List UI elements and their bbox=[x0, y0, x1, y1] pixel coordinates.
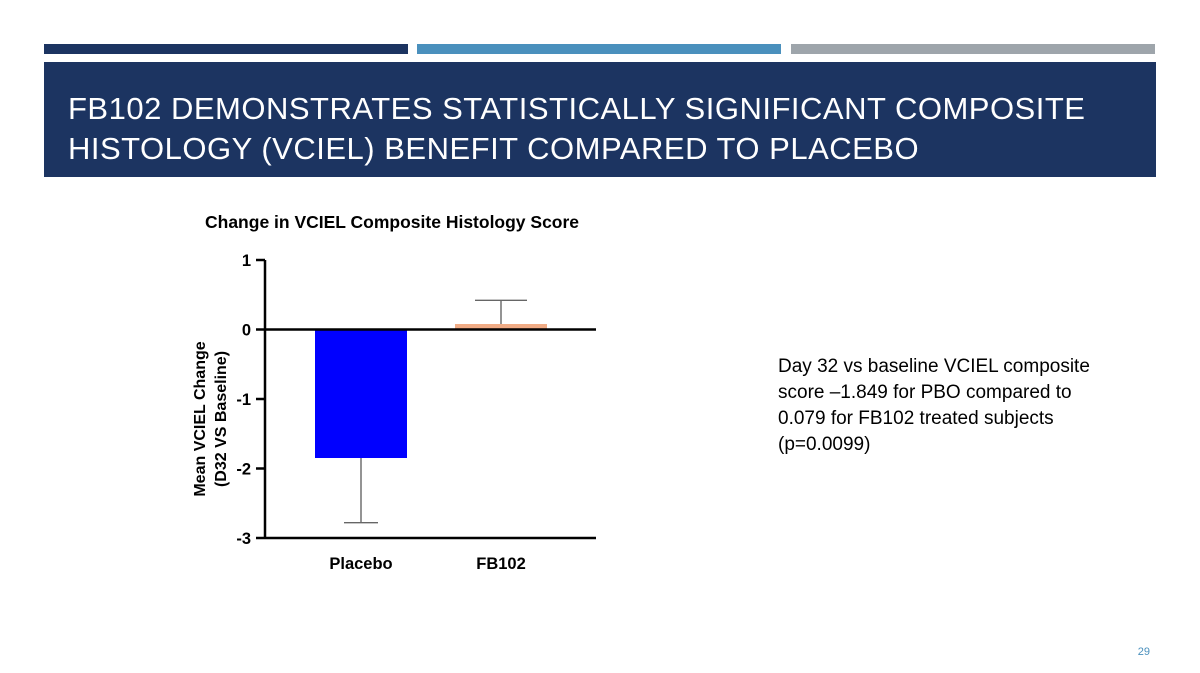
slide-title-line-2: HISTOLOGY (VCIEL) BENEFIT COMPARED TO PL… bbox=[68, 131, 920, 166]
x-tick-label-placebo: Placebo bbox=[329, 555, 392, 573]
y-tick-label-0: 0 bbox=[242, 322, 251, 340]
page-number: 29 bbox=[1137, 646, 1150, 658]
y-tick-label--2: -2 bbox=[236, 461, 251, 479]
y-axis-label: Mean VCIEL Change (D32 VS Baseline) bbox=[192, 341, 230, 496]
slide-title-bar: FB102 DEMONSTRATES STATISTICALLY SIGNIFI… bbox=[44, 62, 1156, 177]
y-tick-label--3: -3 bbox=[236, 530, 251, 548]
results-note-line-3: 0.079 for FB102 treated subjects bbox=[778, 408, 1054, 429]
chart-marks: Placebo FB102 1 0 -1 -2 -3 bbox=[236, 252, 596, 573]
y-tick-label--1: -1 bbox=[236, 391, 251, 409]
results-note-line-1: Day 32 vs baseline VCIEL composite bbox=[778, 356, 1090, 377]
y-axis-label-line-2: (D32 VS Baseline) bbox=[213, 351, 230, 487]
header-stripe-gray bbox=[791, 44, 1155, 54]
results-note: Day 32 vs baseline VCIEL composite score… bbox=[778, 354, 1138, 458]
y-axis-label-line-1: Mean VCIEL Change bbox=[192, 341, 209, 496]
y-tick-label-1: 1 bbox=[242, 252, 251, 270]
chart-title: Change in VCIEL Composite Histology Scor… bbox=[205, 212, 579, 232]
bar-placebo bbox=[315, 329, 407, 459]
results-note-line-2: score –1.849 for PBO compared to bbox=[778, 382, 1072, 403]
bar-fb102 bbox=[455, 324, 547, 330]
vciel-bar-chart: Change in VCIEL Composite Histology Scor… bbox=[192, 212, 596, 573]
results-note-line-4: (p=0.0099) bbox=[778, 434, 871, 455]
x-tick-label-fb102: FB102 bbox=[476, 555, 526, 573]
header-stripe-light-blue bbox=[417, 44, 781, 54]
slide-title-line-1: FB102 DEMONSTRATES STATISTICALLY SIGNIFI… bbox=[68, 91, 1086, 126]
header-stripe-dark-blue bbox=[44, 44, 408, 54]
